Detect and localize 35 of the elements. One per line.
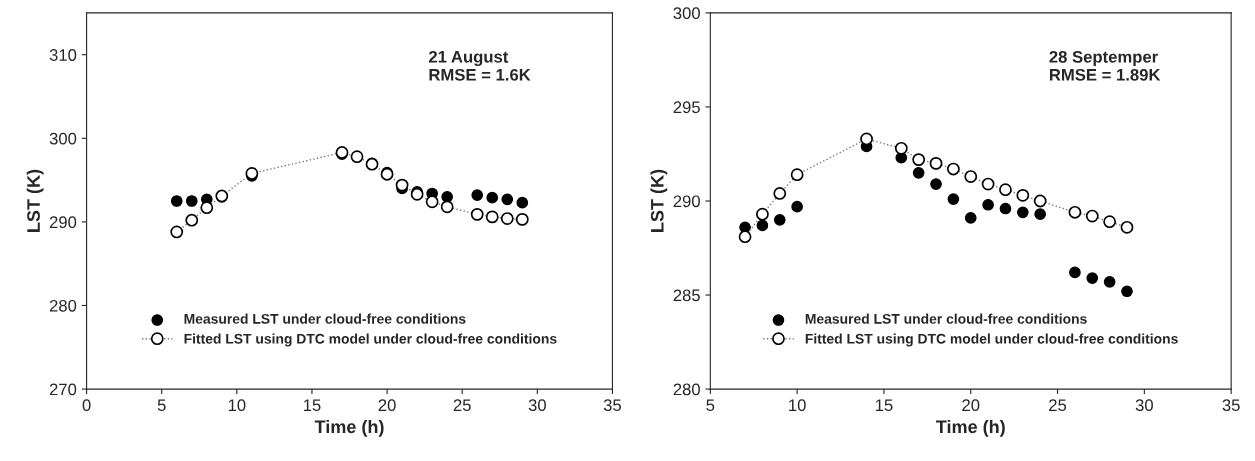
annotation: 28 Septemper RMSE = 1.89K — [1049, 50, 1161, 81]
x-tick-label: 25 — [453, 399, 471, 412]
x-tick-label: 5 — [157, 399, 166, 412]
x-tick-label: 35 — [603, 399, 622, 412]
y-tick-label: 300 — [673, 7, 700, 20]
x-tick-label: 10 — [789, 399, 806, 412]
y-tick-label: 300 — [49, 132, 77, 145]
x-tick-label: 20 — [962, 399, 980, 412]
y-tick-label: 290 — [673, 195, 700, 208]
x-tick-label: 25 — [1049, 399, 1067, 412]
y-axis-title: LST (K) — [26, 169, 44, 232]
x-tick-label: 30 — [1135, 399, 1153, 412]
y-tick-label: 310 — [49, 49, 77, 61]
legend-label: Fitted LST using DTC model under cloud-free conditions — [184, 333, 557, 347]
y-tick-label: 285 — [673, 289, 700, 302]
y-tick-label: 270 — [49, 383, 77, 396]
legend-label: Measured LST under cloud-free conditions — [805, 313, 1087, 324]
annotation: 21 August RMSE = 1.6K — [428, 50, 531, 81]
x-tick-label: 35 — [1222, 399, 1240, 412]
x-tick-label: 15 — [875, 399, 893, 412]
x-tick-label: 10 — [228, 399, 246, 412]
x-axis-title: Time (h) — [314, 419, 384, 437]
x-tick-label: 5 — [706, 399, 715, 412]
y-axis-title: LST (K) — [650, 169, 668, 232]
x-tick-label: 20 — [378, 399, 396, 412]
y-tick-label: 280 — [49, 299, 77, 312]
x-tick-label: 0 — [82, 399, 91, 412]
y-tick-label: 280 — [673, 383, 700, 396]
legend-label: Fitted LST using DTC model under cloud-free conditions — [805, 333, 1178, 347]
y-tick-label: 290 — [49, 216, 77, 229]
x-tick-label: 30 — [528, 399, 546, 412]
x-axis-title: Time (h) — [936, 419, 1005, 437]
x-tick-label: 15 — [303, 399, 321, 412]
legend-label: Measured LST under cloud-free conditions — [184, 313, 466, 324]
y-tick-label: 295 — [673, 101, 700, 114]
